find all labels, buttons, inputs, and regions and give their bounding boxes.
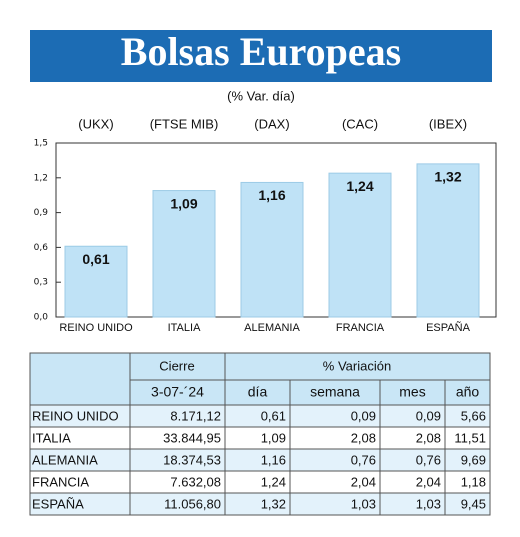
table-row	[29, 492, 491, 516]
table-cell: 18.374,53	[163, 452, 221, 467]
table-cell: 1,03	[351, 496, 376, 511]
table-cell: ITALIA	[32, 430, 71, 445]
table-cell: ESPAÑA	[32, 496, 84, 511]
x-tick-label: FRANCIA	[336, 322, 385, 334]
table-header: Cierre	[159, 358, 194, 373]
y-tick-label: 1,2	[34, 173, 48, 183]
index-code: (IBEX)	[429, 116, 467, 131]
value-label: 1,09	[170, 195, 197, 211]
bar	[152, 190, 216, 318]
bar	[416, 163, 480, 318]
table-subheader: mes	[399, 384, 425, 400]
table-cell: 0,76	[351, 452, 376, 467]
x-tick-label: REINO UNIDO	[59, 322, 133, 334]
value-label: 1,24	[346, 178, 373, 194]
table-cell: 1,09	[261, 430, 286, 445]
table-cell: 2,04	[416, 474, 441, 489]
index-code: (FTSE MIB)	[150, 116, 219, 131]
table-cell: 9,69	[461, 452, 486, 467]
table-cell: 1,03	[416, 496, 441, 511]
value-label: 0,61	[82, 251, 109, 267]
table-cell: 7.632,08	[170, 474, 221, 489]
table-cell: 1,18	[461, 474, 486, 489]
table-cell: 0,61	[261, 408, 286, 423]
value-label: 1,16	[258, 187, 285, 203]
table-cell: ALEMANIA	[32, 452, 98, 467]
table-cell: 0,09	[351, 408, 376, 423]
table-cell: 9,45	[461, 496, 486, 511]
table-cell: 1,32	[261, 496, 286, 511]
table-cell: 1,16	[261, 452, 286, 467]
table-subheader: semana	[310, 384, 360, 400]
bar	[328, 172, 392, 318]
table-cell: 8.171,12	[170, 408, 221, 423]
title-banner	[30, 30, 492, 82]
table-cell: REINO UNIDO	[32, 408, 119, 423]
y-tick-label: 0,9	[34, 208, 49, 218]
table-cell: 0,76	[416, 452, 441, 467]
table-subheader: día	[248, 384, 268, 400]
y-tick-label: 0,6	[34, 243, 49, 253]
table-cell: 2,04	[351, 474, 376, 489]
index-code: (CAC)	[342, 116, 378, 131]
table-subheader: 3-07-´24	[151, 384, 204, 400]
x-tick-label: ESPAÑA	[426, 321, 470, 334]
chart-title: Bolsas Europeas	[121, 29, 401, 74]
bar	[240, 181, 304, 318]
table-header-bg	[29, 352, 491, 406]
x-tick-label: ALEMANIA	[244, 322, 300, 334]
bar	[64, 245, 128, 318]
table-cell: 5,66	[461, 408, 486, 423]
value-label: 1,32	[434, 169, 461, 185]
x-tick-label: ITALIA	[168, 322, 201, 334]
table-cell: 33.844,95	[163, 430, 221, 445]
y-tick-label: 1,5	[34, 139, 48, 149]
table-cell: 2,08	[351, 430, 376, 445]
chart-subtitle: (% Var. día)	[227, 88, 295, 103]
index-code: (DAX)	[254, 116, 289, 131]
table-subheader: año	[456, 384, 480, 400]
table-header: % Variación	[323, 358, 391, 373]
index-code: (UKX)	[78, 116, 113, 131]
table-cell: FRANCIA	[32, 474, 89, 489]
table-cell: 2,08	[416, 430, 441, 445]
table-cell: 1,24	[261, 474, 286, 489]
y-tick-label: 0,0	[34, 313, 49, 323]
table-cell: 11,51	[454, 430, 486, 445]
y-tick-label: 0,3	[34, 278, 48, 288]
table-cell: 11.056,80	[164, 496, 221, 511]
table-cell: 0,09	[416, 408, 441, 423]
